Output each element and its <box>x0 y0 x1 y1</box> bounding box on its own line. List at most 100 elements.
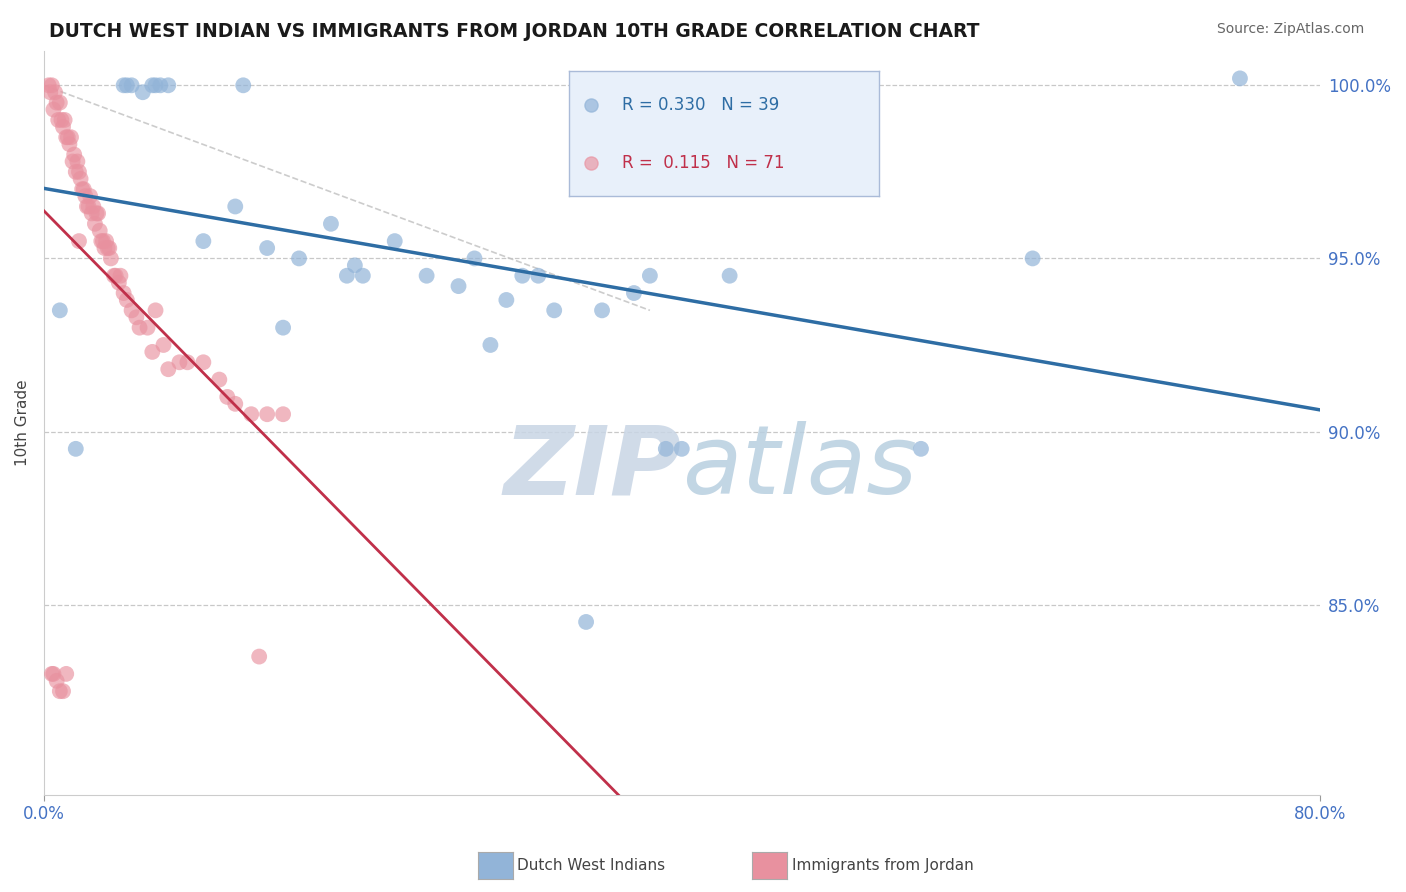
Point <box>463 252 485 266</box>
Point <box>655 442 678 456</box>
Point <box>53 112 76 127</box>
Point <box>224 397 246 411</box>
Point <box>495 293 517 307</box>
Point <box>51 112 73 127</box>
Point <box>77 199 100 213</box>
Point <box>39 85 62 99</box>
Point <box>93 241 115 255</box>
Point <box>169 355 191 369</box>
Point <box>121 303 143 318</box>
Point <box>55 130 77 145</box>
Point <box>125 310 148 325</box>
Point <box>44 85 66 99</box>
Point <box>115 293 138 307</box>
Point <box>145 78 167 93</box>
Point <box>271 407 294 421</box>
Point <box>65 165 87 179</box>
Point <box>52 120 75 134</box>
Point <box>110 268 132 283</box>
Point <box>718 268 741 283</box>
Point <box>67 234 90 248</box>
Point <box>149 78 172 93</box>
Point <box>100 252 122 266</box>
Point <box>193 234 215 248</box>
Point <box>193 355 215 369</box>
Point <box>638 268 661 283</box>
Point <box>58 137 80 152</box>
Point <box>115 78 138 93</box>
Text: atlas: atlas <box>682 421 917 514</box>
Point <box>141 345 163 359</box>
Point <box>152 338 174 352</box>
Point <box>352 268 374 283</box>
Y-axis label: 10th Grade: 10th Grade <box>15 380 30 467</box>
Point <box>56 130 79 145</box>
Point <box>63 147 86 161</box>
Point <box>108 276 131 290</box>
Point <box>41 78 63 93</box>
Text: ZIP: ZIP <box>503 421 682 514</box>
Point <box>66 154 89 169</box>
Point <box>336 268 359 283</box>
Point <box>69 171 91 186</box>
Point <box>84 217 107 231</box>
Point <box>256 241 278 255</box>
Point <box>415 268 437 283</box>
Point <box>671 442 693 456</box>
Point <box>38 78 60 93</box>
Point <box>623 286 645 301</box>
Point <box>145 303 167 318</box>
Point <box>543 303 565 318</box>
Point <box>510 268 533 283</box>
Point <box>70 182 93 196</box>
Point <box>157 78 180 93</box>
Point <box>319 217 342 231</box>
Point <box>49 95 72 110</box>
Point <box>240 407 263 421</box>
Point <box>256 407 278 421</box>
Point <box>79 189 101 203</box>
Text: Source: ZipAtlas.com: Source: ZipAtlas.com <box>1216 22 1364 37</box>
Point <box>157 362 180 376</box>
Point <box>128 320 150 334</box>
Point <box>288 252 311 266</box>
Text: Immigrants from Jordan: Immigrants from Jordan <box>792 858 973 872</box>
Point <box>80 206 103 220</box>
Point <box>62 154 84 169</box>
Point <box>89 224 111 238</box>
Point <box>97 241 120 255</box>
Point <box>910 442 932 456</box>
Point <box>447 279 470 293</box>
Point <box>1021 252 1043 266</box>
Point <box>91 234 114 248</box>
Text: Dutch West Indians: Dutch West Indians <box>517 858 665 872</box>
Point <box>479 338 502 352</box>
Point <box>224 199 246 213</box>
Point <box>49 684 72 698</box>
Point <box>208 373 231 387</box>
Point <box>132 85 155 99</box>
Point <box>76 199 98 213</box>
Point <box>247 649 270 664</box>
Point <box>136 320 159 334</box>
Point <box>86 206 108 220</box>
Point <box>73 182 96 196</box>
Point <box>591 303 613 318</box>
Point <box>75 189 97 203</box>
Text: R =  0.115   N = 71: R = 0.115 N = 71 <box>621 153 785 171</box>
Point <box>384 234 406 248</box>
Point <box>65 442 87 456</box>
Point <box>271 320 294 334</box>
Point <box>46 112 69 127</box>
Point <box>1229 71 1251 86</box>
Point <box>90 234 112 248</box>
Point <box>176 355 198 369</box>
Point <box>103 268 125 283</box>
Point <box>121 78 143 93</box>
Point <box>45 95 67 110</box>
Point <box>94 234 117 248</box>
Point <box>67 165 90 179</box>
Point <box>104 268 127 283</box>
Point <box>42 103 65 117</box>
Point <box>52 684 75 698</box>
